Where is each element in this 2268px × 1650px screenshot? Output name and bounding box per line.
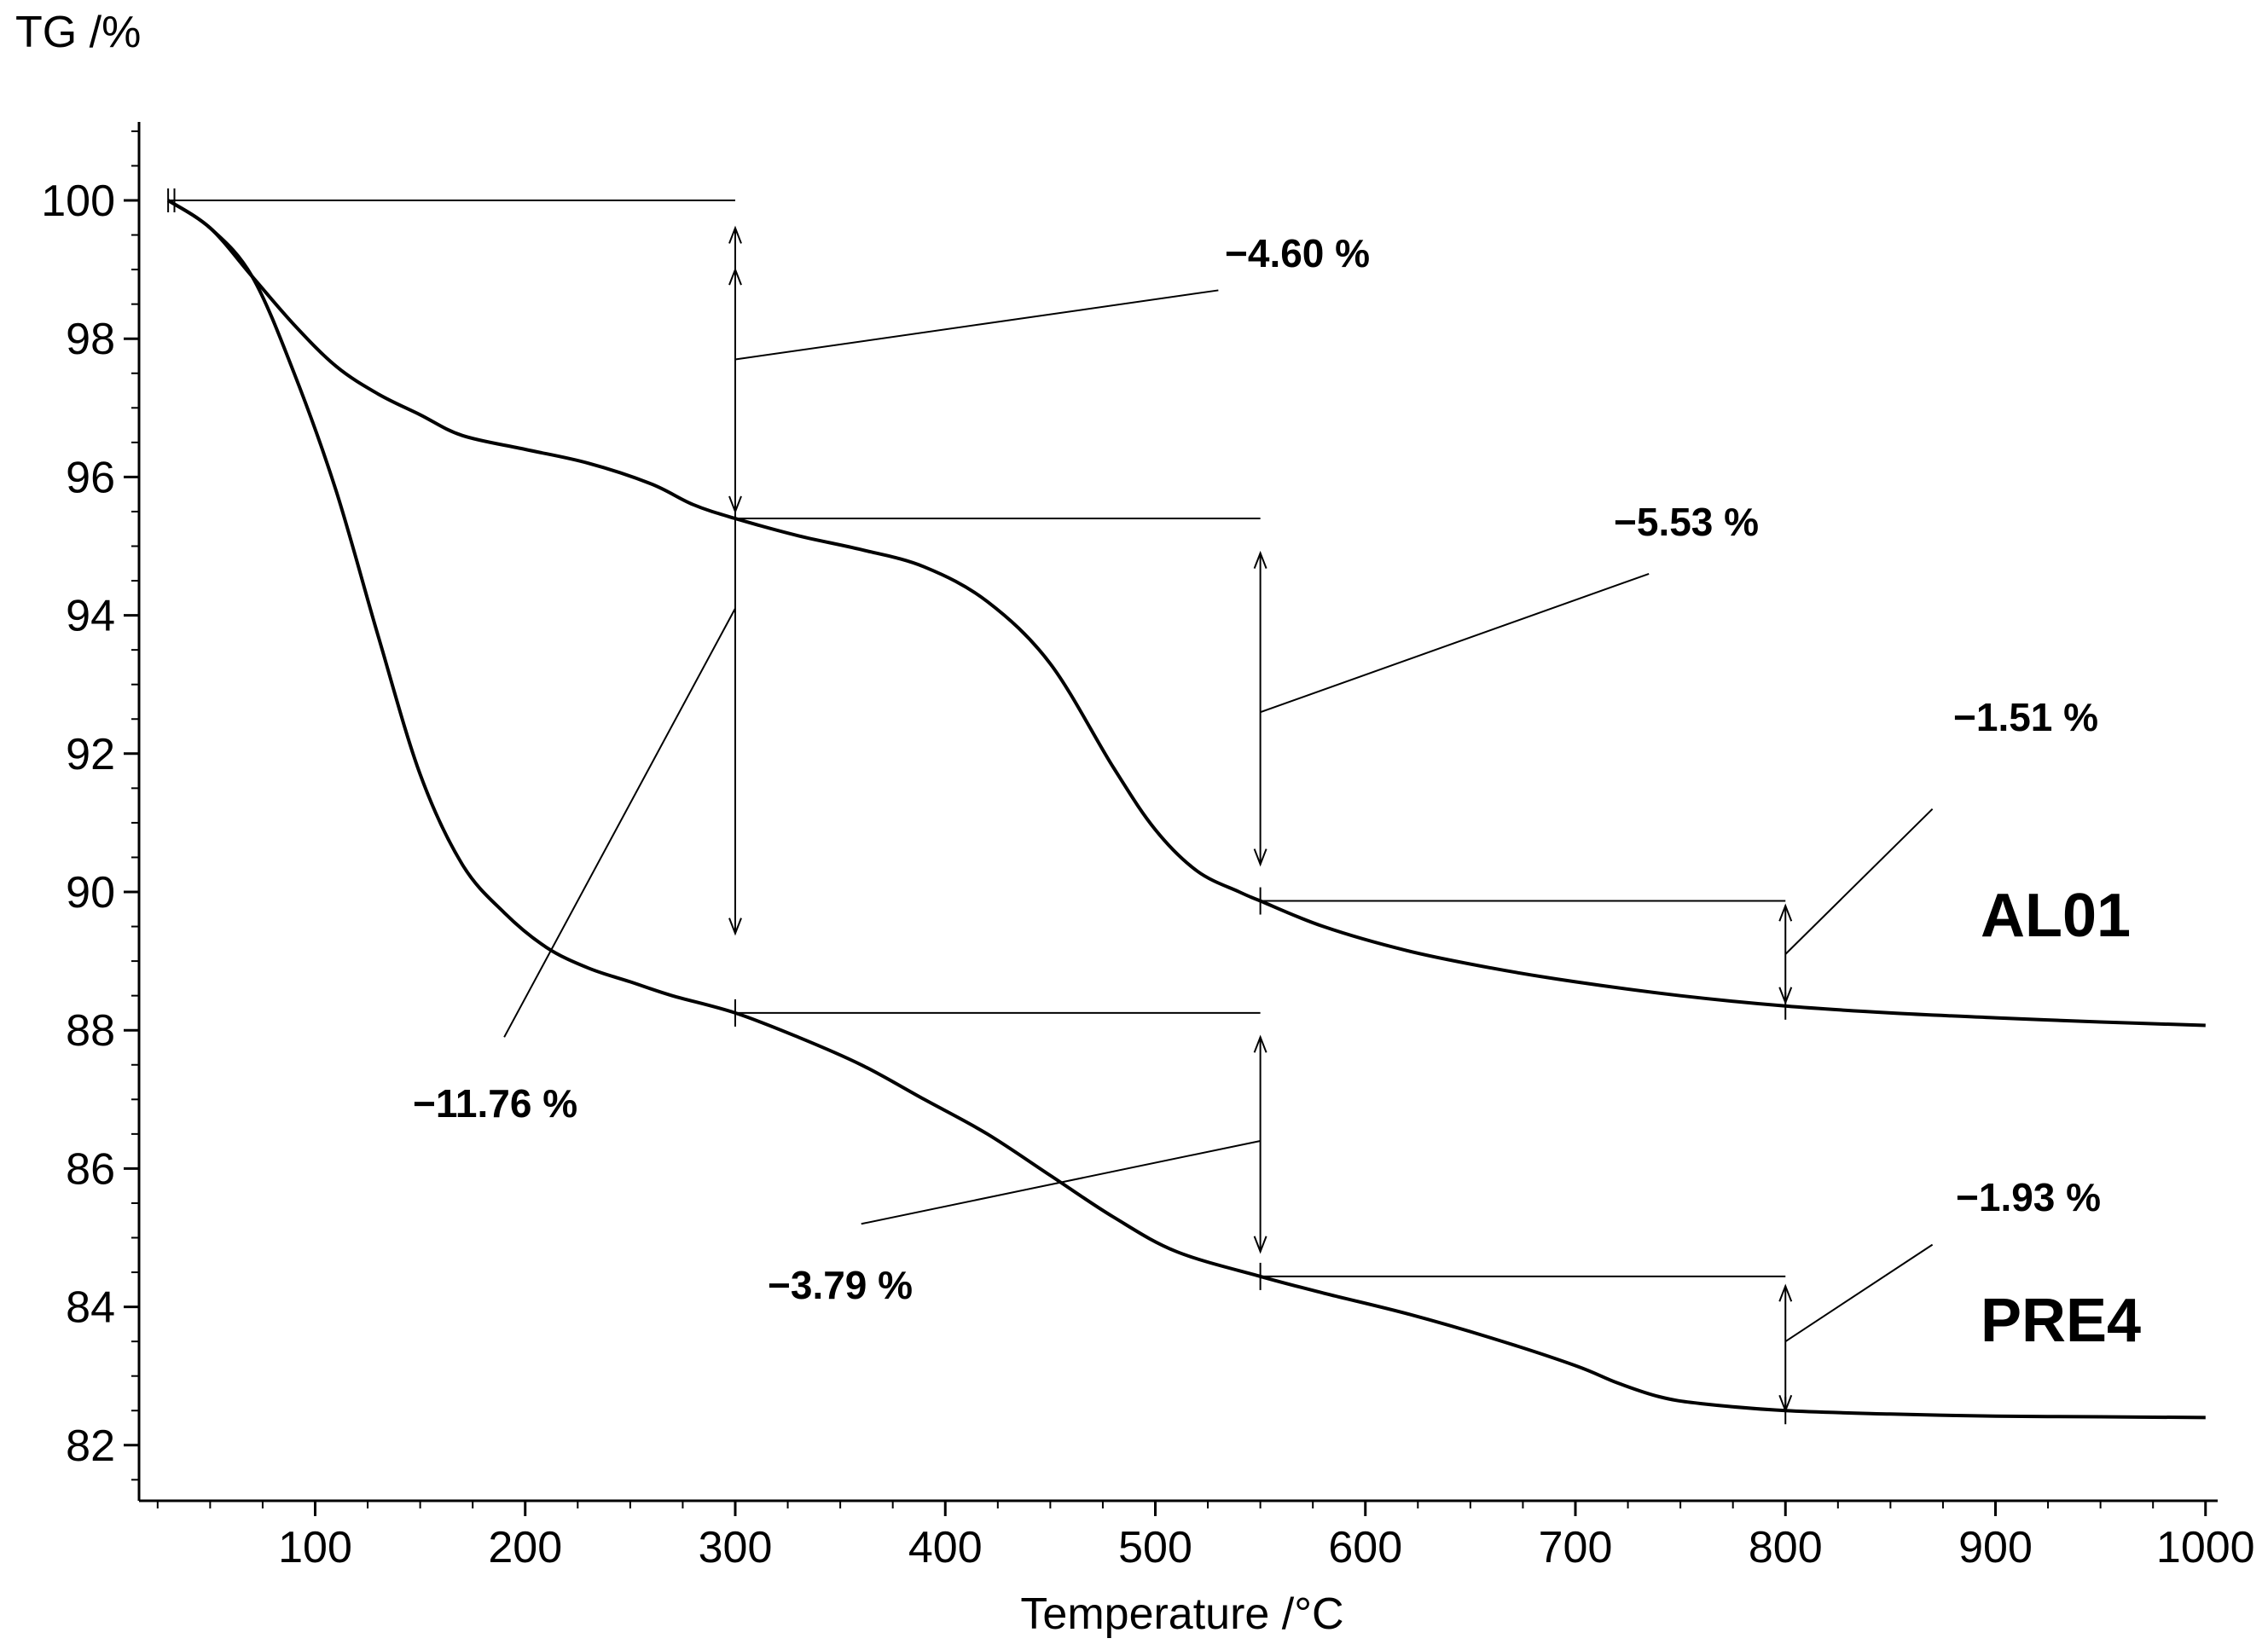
step-annotation-lines bbox=[167, 188, 1934, 1425]
leader-line bbox=[1784, 1243, 1934, 1342]
leader-line bbox=[503, 608, 736, 1038]
y-tick-label: 82 bbox=[66, 1421, 115, 1471]
series-line-al01 bbox=[167, 199, 2206, 1028]
tg-curves bbox=[167, 199, 2206, 1420]
arrow-head bbox=[728, 267, 742, 286]
annotation-label: −4.60 % bbox=[1225, 231, 1370, 275]
x-tick-label: 100 bbox=[278, 1523, 352, 1572]
leader-line bbox=[734, 289, 1219, 361]
x-tick-label: 700 bbox=[1539, 1523, 1613, 1572]
arrow-head bbox=[1778, 1283, 1793, 1302]
y-axis-title: TG /% bbox=[15, 8, 141, 57]
y-tick-label: 86 bbox=[66, 1144, 115, 1194]
y-tick-label: 100 bbox=[41, 177, 115, 226]
x-tick-label: 200 bbox=[488, 1523, 562, 1572]
arrow-head bbox=[1778, 903, 1793, 922]
annotation-label: −11.76 % bbox=[413, 1081, 577, 1126]
leader-line bbox=[1784, 808, 1934, 955]
x-tick-label: 400 bbox=[908, 1523, 983, 1572]
annotation-label: −1.93 % bbox=[1956, 1175, 2101, 1219]
y-tick-label: 84 bbox=[66, 1283, 115, 1333]
y-tick-label: 98 bbox=[66, 315, 115, 364]
x-tick-label: 1000 bbox=[2156, 1523, 2255, 1572]
tick-labels: 100 200 300 400 500 600 700 800 900 1000 82 84 86 88 9… bbox=[41, 177, 2254, 1572]
x-tick-label: 800 bbox=[1749, 1523, 1823, 1572]
y-tick-label: 88 bbox=[66, 1006, 115, 1056]
x-tick-label: 600 bbox=[1328, 1523, 1402, 1572]
annotation-label: −1.51 % bbox=[1953, 695, 2098, 739]
arrow-head bbox=[1253, 1236, 1267, 1254]
series-line-pre4 bbox=[167, 199, 2206, 1420]
annotation-label: −3.79 % bbox=[768, 1263, 913, 1307]
x-tick-label: 300 bbox=[699, 1523, 773, 1572]
x-tick-label: 900 bbox=[1958, 1523, 2033, 1572]
x-tick-label: 500 bbox=[1118, 1523, 1192, 1572]
axis-ticks bbox=[124, 130, 2207, 1516]
series-label-al01: AL01 bbox=[1981, 882, 2131, 950]
arrow-head bbox=[1253, 550, 1267, 569]
arrow-head bbox=[1253, 1034, 1267, 1053]
y-tick-label: 96 bbox=[66, 453, 115, 502]
y-tick-label: 94 bbox=[66, 592, 115, 641]
y-tick-label: 92 bbox=[66, 730, 115, 779]
arrow-head bbox=[728, 918, 742, 936]
arrow-head bbox=[1253, 848, 1267, 867]
x-axis-title: Temperature /°C bbox=[1020, 1589, 1343, 1639]
annotation-label: −5.53 % bbox=[1614, 500, 1759, 544]
leader-line bbox=[1260, 572, 1650, 714]
arrow-head bbox=[728, 225, 742, 244]
y-tick-label: 90 bbox=[66, 868, 115, 918]
series-label-pre4: PRE4 bbox=[1981, 1287, 2141, 1355]
